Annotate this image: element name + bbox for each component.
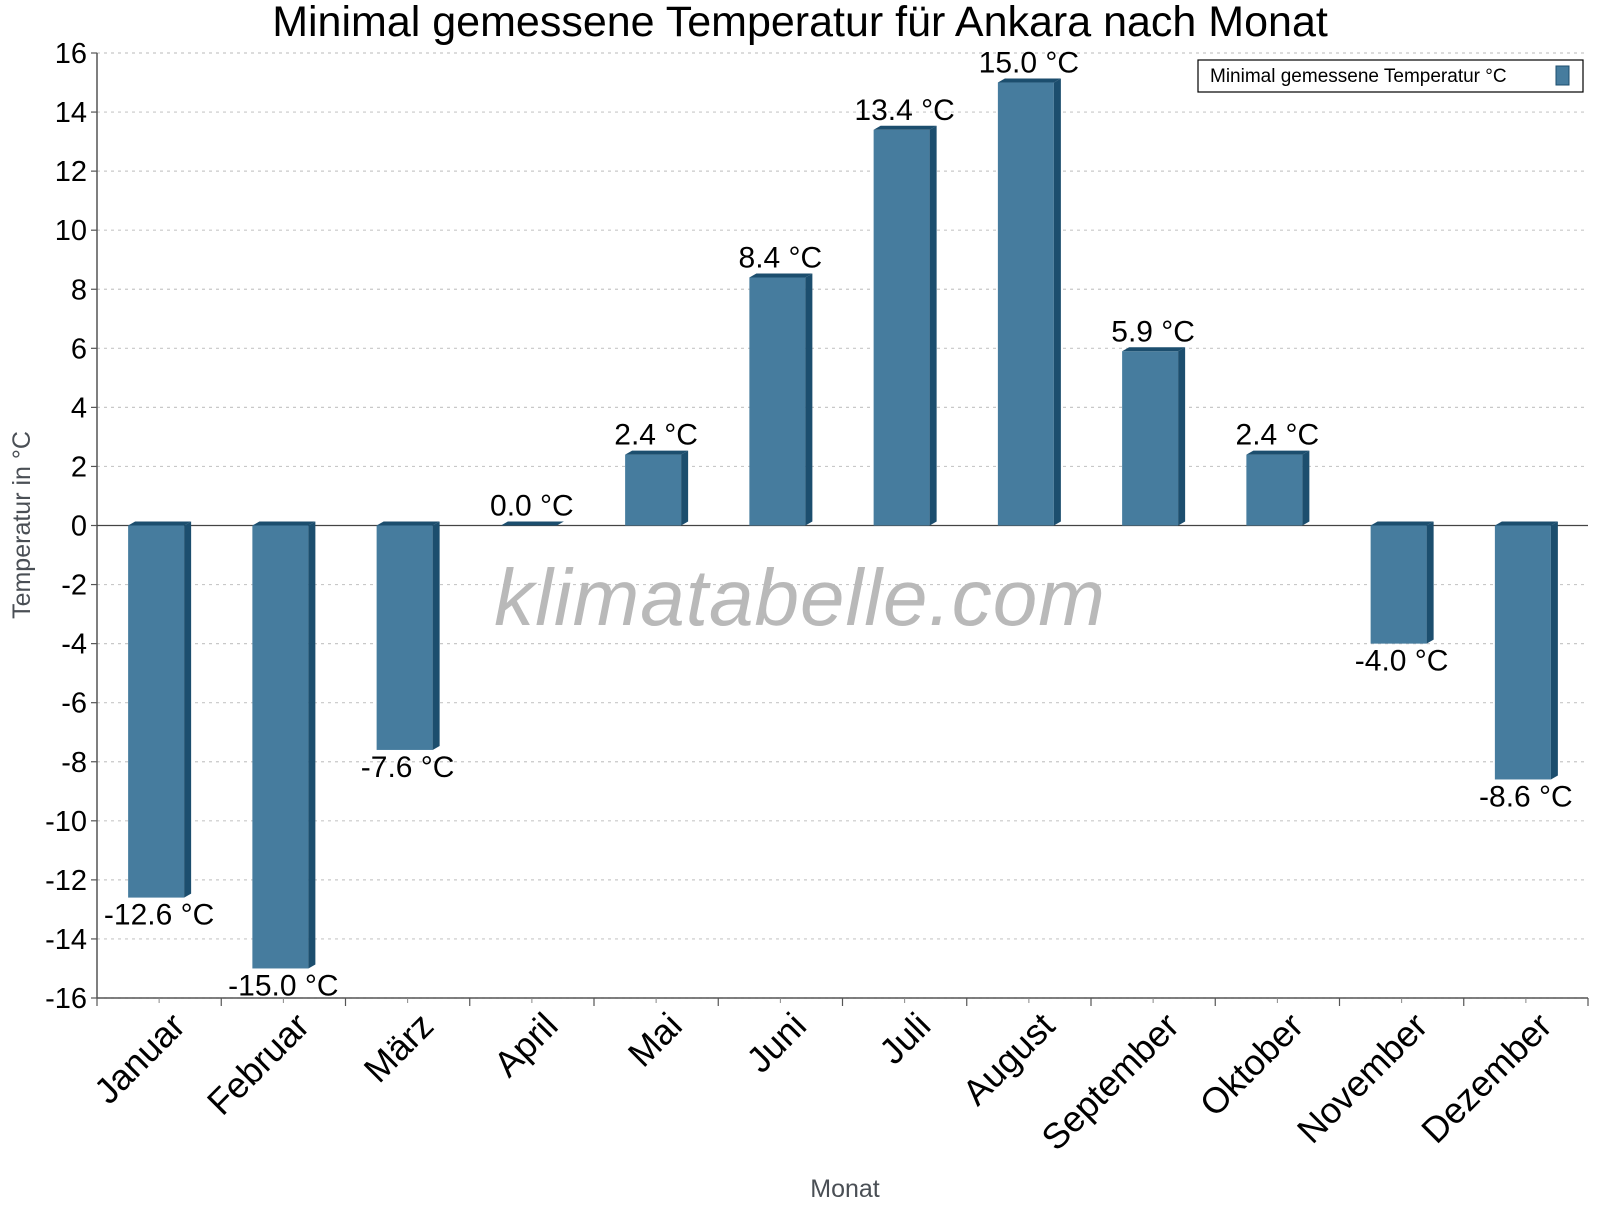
bar-2	[376, 521, 440, 750]
data-label: -7.6 °C	[361, 751, 455, 784]
y-tick-label: 2	[71, 451, 87, 483]
data-label: 8.4 °C	[739, 241, 823, 274]
y-tick-label: 16	[55, 38, 87, 70]
x-tick-label: Februar	[199, 1005, 317, 1123]
bar-4	[625, 450, 689, 526]
bar	[1246, 454, 1303, 526]
bar-side	[1426, 521, 1434, 644]
bar-side	[1178, 347, 1186, 526]
bar-8	[1122, 347, 1186, 526]
y-tick-label: -10	[45, 806, 87, 838]
y-axis-title: Temperatur in °C	[8, 431, 36, 619]
bar-side	[1302, 450, 1310, 526]
data-label: 15.0 °C	[979, 47, 1079, 80]
bar-side	[681, 450, 689, 526]
data-label: -4.0 °C	[1355, 645, 1449, 678]
y-tick-label: -6	[61, 688, 87, 720]
legend-label: Minimal gemessene Temperatur °C	[1210, 66, 1507, 87]
bar-top	[376, 521, 440, 526]
y-tick-label: 10	[55, 215, 87, 247]
x-tick-label: Dezember	[1413, 1005, 1559, 1151]
y-tick-label: 4	[71, 392, 87, 424]
bar	[1122, 351, 1179, 526]
x-tick-label: November	[1289, 1005, 1435, 1151]
watermark-text: klimatabelle.com	[494, 553, 1106, 642]
bar-0	[128, 521, 192, 898]
legend: Minimal gemessene Temperatur °C	[1197, 59, 1584, 93]
bar-top	[625, 450, 689, 455]
bar-6	[873, 125, 937, 526]
bar-side	[432, 521, 440, 750]
y-tick-label: -2	[61, 570, 87, 602]
data-labels: -12.6 °C -15.0 °C -7.6 °C 0.0 °C 2.4 °C 8.4 °…	[104, 47, 1573, 1003]
bar	[873, 129, 930, 526]
y-tick-label: -8	[61, 747, 87, 779]
bar	[128, 525, 185, 898]
bar-side	[929, 125, 937, 526]
x-tick-label: Mai	[620, 1005, 690, 1075]
x-tick-label: August	[954, 1005, 1062, 1113]
bar	[625, 454, 682, 526]
bar-7	[997, 78, 1061, 526]
bar-9	[1246, 450, 1310, 526]
y-tick-label: -16	[45, 983, 87, 1015]
bar-11	[1494, 521, 1558, 780]
bar-top	[128, 521, 192, 526]
y-tick-label: -12	[45, 865, 87, 897]
data-label: -15.0 °C	[228, 969, 338, 1002]
bar-top	[1122, 347, 1186, 352]
bars	[128, 78, 1558, 969]
bar-side	[1053, 78, 1061, 526]
data-label: -8.6 °C	[1479, 780, 1573, 813]
x-axis-title: Monat	[810, 1175, 880, 1200]
x-tick-label: Oktober	[1191, 1005, 1311, 1125]
data-label: 13.4 °C	[854, 94, 954, 127]
bar-1	[252, 521, 316, 969]
x-tick-label: Juli	[871, 1005, 938, 1072]
bar-top	[1370, 521, 1434, 526]
y-tick-label: 0	[71, 511, 87, 543]
bar	[749, 277, 806, 526]
bar-top	[1494, 521, 1558, 526]
bar-top	[500, 521, 564, 526]
bar-top	[252, 521, 316, 526]
bar	[376, 525, 433, 750]
y-tick-label: 14	[55, 97, 87, 129]
bar-top	[1246, 450, 1310, 455]
data-label: 2.4 °C	[614, 419, 698, 452]
bar	[997, 82, 1054, 526]
data-label: -12.6 °C	[104, 899, 214, 932]
y-tick-label: 12	[55, 156, 87, 188]
bar-top	[749, 273, 813, 278]
x-tick-label: April	[486, 1005, 566, 1085]
bar	[1370, 525, 1427, 644]
x-tick-label: Januar	[86, 1005, 193, 1112]
legend-swatch	[1555, 65, 1570, 86]
bar-side	[1550, 521, 1558, 780]
bar	[1494, 525, 1551, 780]
bar-5	[749, 273, 813, 526]
x-tick-label: März	[356, 1005, 442, 1091]
bar-side	[308, 521, 316, 969]
bar	[252, 525, 309, 969]
bar-top	[997, 78, 1061, 83]
y-tick-label: 6	[71, 333, 87, 365]
bar-side	[184, 521, 192, 898]
x-tick-label: Juni	[738, 1005, 814, 1081]
data-label: 5.9 °C	[1111, 315, 1195, 348]
data-label: 2.4 °C	[1236, 419, 1320, 452]
y-tick-label: -4	[61, 629, 87, 661]
y-tick-label: -14	[45, 924, 87, 956]
data-label: 0.0 °C	[490, 490, 574, 523]
bar-top	[873, 125, 937, 130]
chart-title: Minimal gemessene Temperatur für Ankara …	[272, 0, 1328, 46]
y-tick-label: 8	[71, 274, 87, 306]
bar-3	[500, 521, 564, 526]
bar-10	[1370, 521, 1434, 644]
legend-box	[1197, 59, 1584, 93]
bar-side	[805, 273, 813, 526]
